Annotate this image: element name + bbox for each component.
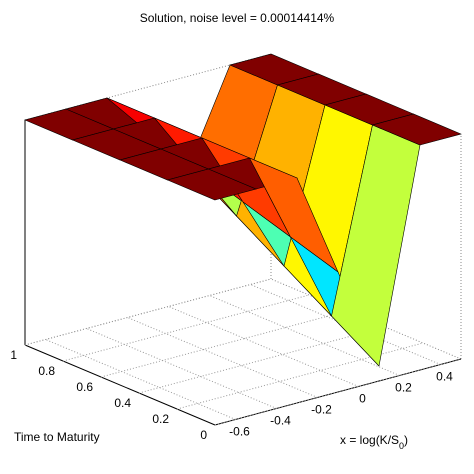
x-tick-label: 0.2 bbox=[395, 381, 412, 395]
y-tick-label: 0.2 bbox=[152, 412, 169, 426]
grid-line bbox=[214, 358, 462, 426]
axes: -0.6 -0.4 -0.2 0 0.2 0.4 0 0.2 0.4 0.6 0.8 1 bbox=[10, 53, 462, 442]
grid-line bbox=[176, 342, 424, 410]
surface-cell bbox=[371, 113, 462, 146]
x-label-end: ) bbox=[404, 433, 408, 447]
grid-line bbox=[209, 295, 400, 376]
x-label-sub: 0 bbox=[399, 441, 404, 451]
x-tick-label: -0.4 bbox=[270, 414, 291, 428]
grid-line bbox=[62, 294, 310, 362]
grid-line bbox=[45, 339, 236, 420]
grid-line bbox=[24, 278, 272, 346]
surface bbox=[24, 53, 462, 367]
grid-line bbox=[168, 306, 359, 387]
y-tick-label: 0 bbox=[200, 428, 207, 442]
grid-line bbox=[138, 326, 386, 394]
grid-line bbox=[127, 317, 318, 398]
box-edge bbox=[270, 278, 462, 360]
x-tick-label: -0.2 bbox=[311, 403, 332, 417]
y-tick-label: 0.4 bbox=[114, 396, 131, 410]
x-tick-label: 0 bbox=[359, 392, 366, 406]
y-tick-label: 0.6 bbox=[76, 380, 93, 394]
x-tick-label: -0.6 bbox=[229, 425, 250, 439]
grid-line bbox=[86, 328, 277, 409]
chart-title: Solution, noise level = 0.00014414% bbox=[140, 11, 335, 25]
y-axis-label: Time to Maturity bbox=[14, 430, 100, 444]
axis-line bbox=[24, 344, 216, 426]
x-tick-label: 0.4 bbox=[436, 370, 453, 384]
grid-line bbox=[100, 310, 348, 378]
x-axis-label: x = log(K/S0) bbox=[340, 433, 408, 451]
y-tick-label: 0.8 bbox=[38, 364, 55, 378]
grid-line bbox=[250, 284, 441, 365]
x-label-main: x = log(K/S bbox=[340, 433, 399, 447]
y-tick-label: 1 bbox=[10, 348, 17, 362]
